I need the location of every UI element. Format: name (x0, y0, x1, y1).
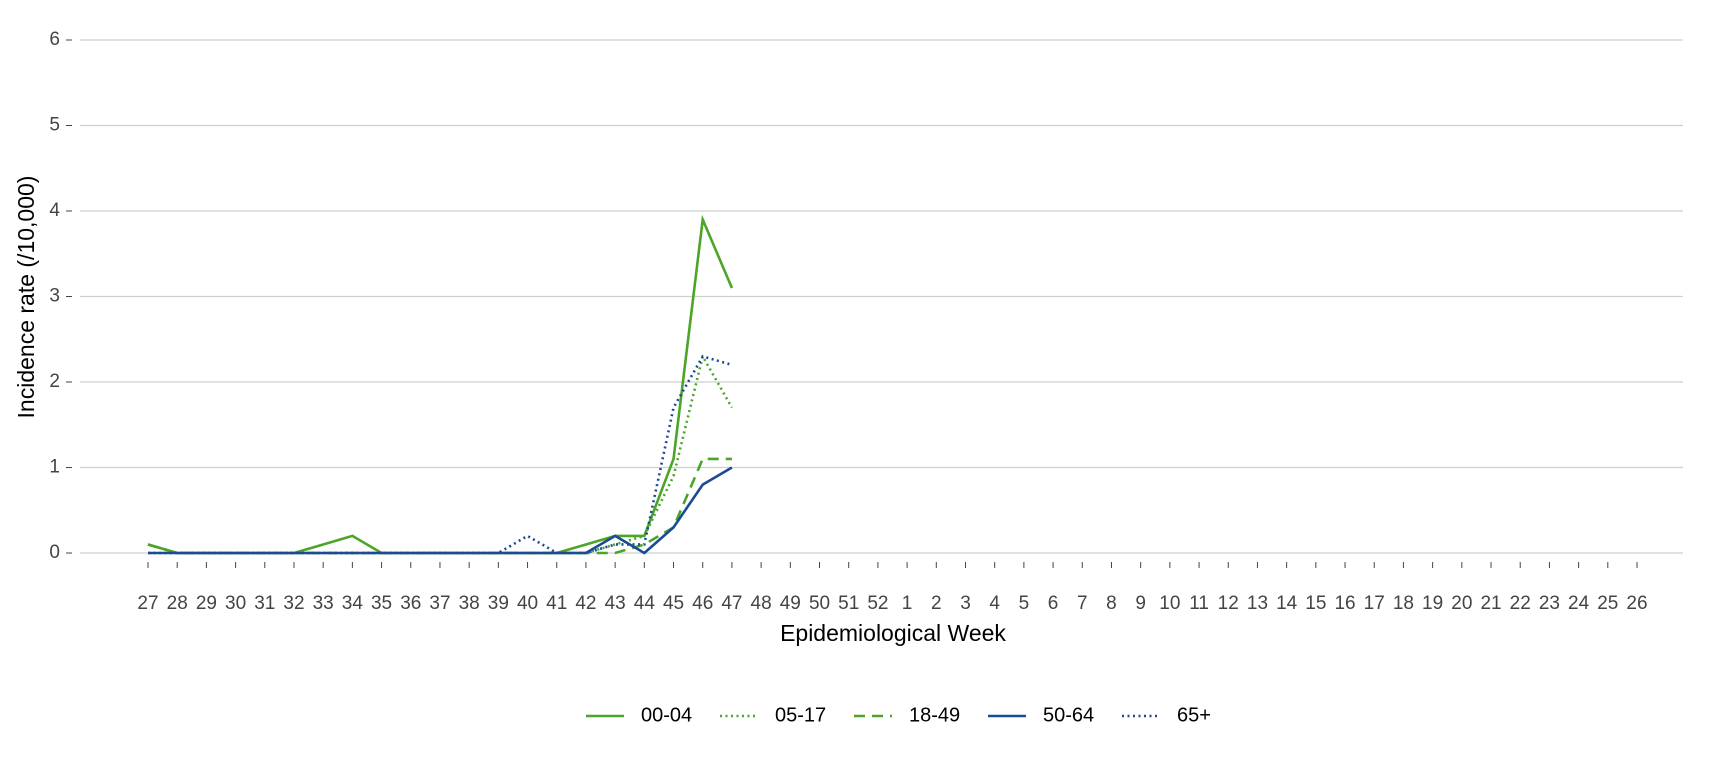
x-tick-label: 12 (1218, 593, 1239, 614)
x-tick-label: 38 (459, 593, 480, 614)
y-tick-label: 0 (49, 542, 60, 563)
x-tick-label: 15 (1305, 593, 1326, 614)
legend-label: 65+ (1177, 704, 1211, 726)
x-tick-label: 9 (1135, 593, 1146, 614)
x-tick-label: 14 (1276, 593, 1298, 614)
x-tick-label: 1 (902, 593, 913, 614)
x-tick-label: 43 (605, 593, 626, 614)
x-tick-label: 10 (1159, 593, 1180, 614)
x-tick-label: 11 (1189, 593, 1209, 614)
x-tick-label: 32 (283, 593, 304, 614)
x-tick-label: 19 (1422, 593, 1443, 614)
x-tick-label: 36 (400, 593, 421, 614)
legend-label: 05-17 (775, 704, 826, 726)
x-tick-label: 23 (1539, 593, 1560, 614)
x-tick-label: 34 (342, 593, 364, 614)
y-tick-label: 4 (49, 200, 60, 221)
legend-label: 00-04 (641, 704, 692, 726)
x-tick-label: 18 (1393, 593, 1414, 614)
x-tick-label: 7 (1077, 593, 1088, 614)
y-tick-label: 1 (49, 457, 60, 478)
x-tick-label: 31 (254, 593, 275, 614)
x-tick-label: 27 (137, 593, 158, 614)
x-tick-label: 49 (780, 593, 801, 614)
x-tick-label: 8 (1106, 593, 1117, 614)
y-tick-label: 5 (49, 115, 60, 136)
x-tick-label: 42 (575, 593, 596, 614)
x-tick-label: 40 (517, 593, 538, 614)
x-tick-label: 50 (809, 593, 830, 614)
x-tick-label: 28 (167, 593, 188, 614)
series-line (148, 466, 733, 555)
y-axis-title: Incidence rate (/10,000) (13, 176, 39, 419)
x-tick-label: 46 (692, 593, 713, 614)
x-tick-label: 48 (751, 593, 772, 614)
x-tick-label: 33 (313, 593, 334, 614)
x-tick-label: 22 (1510, 593, 1531, 614)
x-tick-label: 5 (1019, 593, 1030, 614)
x-tick-label: 24 (1568, 593, 1590, 614)
x-tick-label: 26 (1626, 593, 1647, 614)
x-axis-title: Epidemiological Week (780, 620, 1006, 646)
series-line (148, 354, 733, 555)
y-tick-label: 3 (49, 286, 60, 307)
x-tick-label: 16 (1334, 593, 1355, 614)
x-tick-label: 47 (721, 593, 742, 614)
x-tick-label: 3 (960, 593, 971, 614)
x-tick-label: 41 (546, 593, 567, 614)
x-tick-label: 45 (663, 593, 684, 614)
x-tick-label: 13 (1247, 593, 1268, 614)
x-tick-label: 35 (371, 593, 392, 614)
x-tick-label: 37 (429, 593, 450, 614)
series-line (147, 214, 734, 555)
x-tick-label: 20 (1451, 593, 1472, 614)
legend-label: 50-64 (1043, 704, 1094, 726)
x-tick-label: 6 (1048, 593, 1059, 614)
x-tick-label: 52 (867, 593, 888, 614)
x-tick-label: 17 (1364, 593, 1385, 614)
x-tick-label: 44 (634, 593, 656, 614)
x-tick-label: 4 (989, 593, 1000, 614)
x-tick-label: 39 (488, 593, 509, 614)
x-tick-label: 29 (196, 593, 217, 614)
x-tick-label: 2 (931, 593, 942, 614)
y-tick-label: 2 (49, 371, 60, 392)
series-line (147, 352, 734, 555)
y-tick-label: 6 (49, 29, 60, 50)
x-tick-label: 30 (225, 593, 246, 614)
x-tick-label: 21 (1480, 593, 1501, 614)
x-tick-label: 51 (838, 593, 859, 614)
x-tick-label: 25 (1597, 593, 1618, 614)
legend-label: 18-49 (909, 704, 960, 726)
